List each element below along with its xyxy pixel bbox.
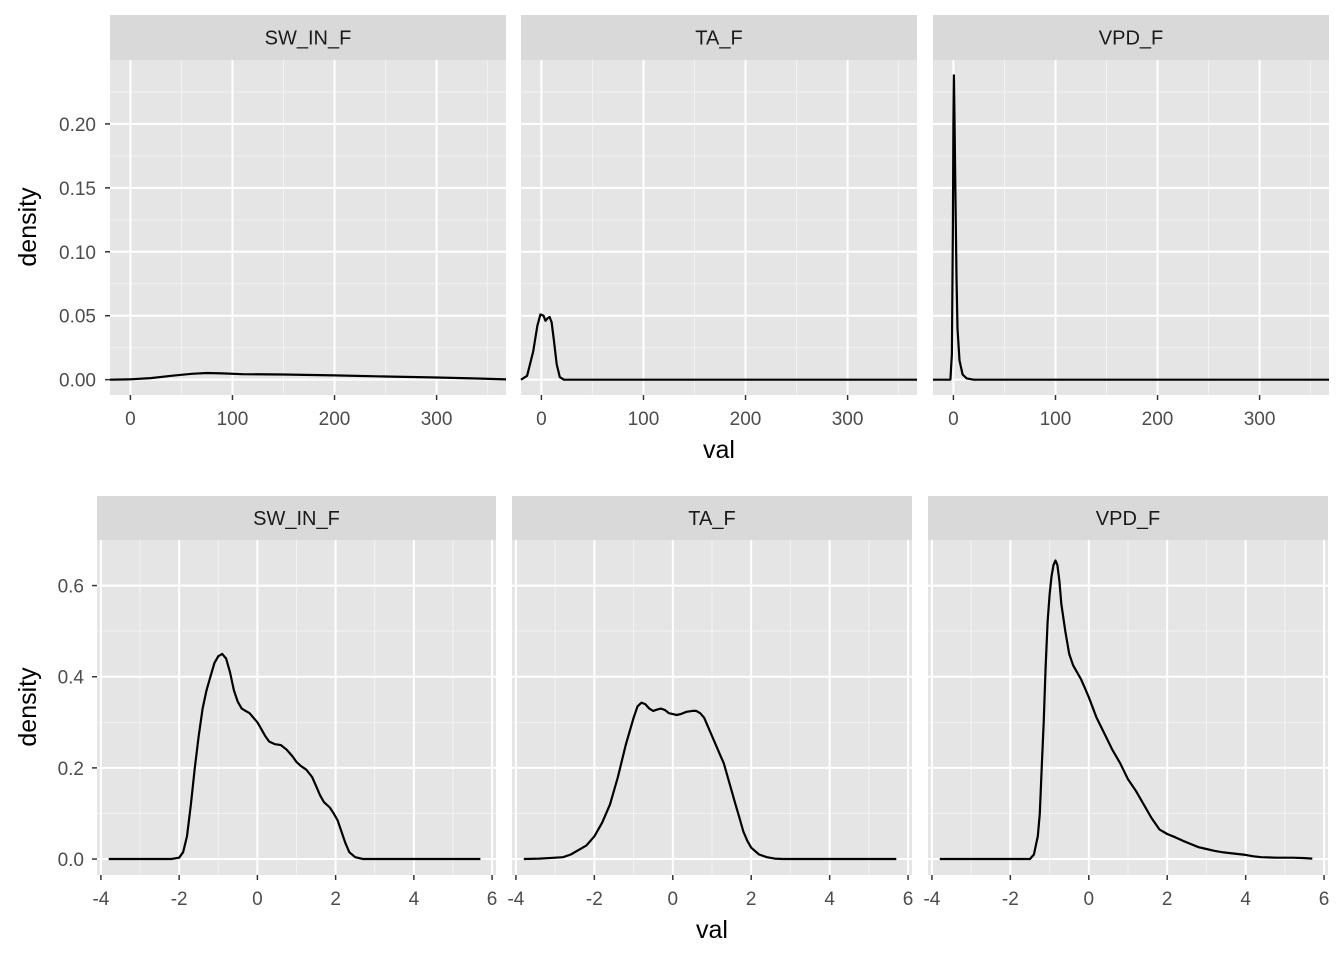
panel-background [933, 60, 1329, 395]
x-tick-label: -2 [1002, 889, 1019, 910]
y-axis-title: density [14, 667, 42, 747]
x-tick-label: 6 [1319, 889, 1330, 910]
x-tick-label: 0 [948, 409, 959, 430]
x-tick-label: 100 [628, 409, 660, 430]
x-tick-label: 0 [1083, 889, 1094, 910]
x-tick-label: -4 [92, 889, 109, 910]
x-tick-label: 2 [330, 889, 341, 910]
x-tick-label: 0 [536, 409, 547, 430]
x-tick-label: -4 [923, 889, 940, 910]
facet-strip [512, 496, 912, 540]
x-tick-label: 4 [1240, 889, 1251, 910]
density-line [523, 701, 897, 861]
y-tick-label: 0.6 [58, 577, 84, 598]
facet-strip [933, 15, 1329, 60]
y-tick-label: 0.15 [59, 179, 96, 200]
x-tick-label: 300 [832, 409, 864, 430]
x-tick-label: 300 [1244, 409, 1276, 430]
density-line [933, 74, 1329, 381]
x-tick-label: 200 [1142, 409, 1174, 430]
x-tick-label: -2 [171, 889, 188, 910]
facet-strip [97, 496, 496, 540]
facet-strip [110, 15, 506, 60]
x-tick-label: 6 [903, 889, 914, 910]
facet-strip-label: TA_F [695, 28, 742, 50]
facet-panel-2-2: TA_F -4 -2 0 2 4 6 [507, 496, 913, 910]
x-tick-label: 4 [409, 889, 420, 910]
facet-panel-1-3: VPD_F 0 100 200 300 [933, 15, 1329, 430]
y-axis-title: density [14, 187, 42, 267]
x-tick-label: 2 [1162, 889, 1173, 910]
density-line [520, 313, 917, 381]
x-tick-label: 6 [487, 889, 498, 910]
x-tick-label: 300 [421, 409, 453, 430]
x-tick-label: 100 [1040, 409, 1072, 430]
x-axis-title: val [696, 916, 728, 944]
x-tick-label: 2 [746, 889, 757, 910]
y-tick-label: 0.20 [59, 115, 96, 136]
facet-panel-2-3: VPD_F -4 -2 0 2 4 6 [923, 496, 1329, 910]
y-tick-label: 0.05 [59, 307, 96, 328]
facet-strip-label: SW_IN_F [253, 508, 340, 530]
facet-strip [928, 496, 1328, 540]
facet-panel-1-2: TA_F 0 100 200 300 [520, 15, 917, 430]
density-line [939, 559, 1313, 861]
facet-strip [521, 15, 917, 60]
density-line [108, 652, 481, 861]
x-tick-label: -4 [507, 889, 524, 910]
x-tick-label: 100 [217, 409, 249, 430]
facet-strip-label: VPD_F [1099, 28, 1163, 50]
y-tick-label: 0.2 [58, 759, 84, 780]
x-tick-label: 0 [667, 889, 678, 910]
x-tick-label: 0 [125, 409, 136, 430]
y-tick-label: 0.10 [59, 243, 96, 264]
facet-panel-2-1: SW_IN_F -4 -2 0 2 4 6 0.0 0.2 0.4 0.6 [58, 496, 498, 910]
facet-strip-label: SW_IN_F [265, 28, 352, 50]
panel-background [110, 60, 506, 395]
y-tick-label: 0.00 [59, 371, 96, 392]
y-tick-label: 0.0 [58, 850, 84, 871]
facet-strip-label: TA_F [688, 508, 735, 530]
x-tick-label: -2 [586, 889, 603, 910]
x-axis-title: val [703, 436, 735, 464]
density-line [109, 371, 507, 381]
panel-background [521, 60, 917, 395]
x-tick-label: 200 [319, 409, 351, 430]
facet-panel-1-1: SW_IN_F 0 100 200 300 0.00 0.05 0.10 0.15 0.20 [59, 15, 507, 430]
x-tick-label: 0 [252, 889, 263, 910]
x-tick-label: 200 [730, 409, 762, 430]
x-tick-label: 4 [824, 889, 835, 910]
facet-strip-label: VPD_F [1096, 508, 1160, 530]
y-tick-label: 0.4 [58, 668, 85, 689]
